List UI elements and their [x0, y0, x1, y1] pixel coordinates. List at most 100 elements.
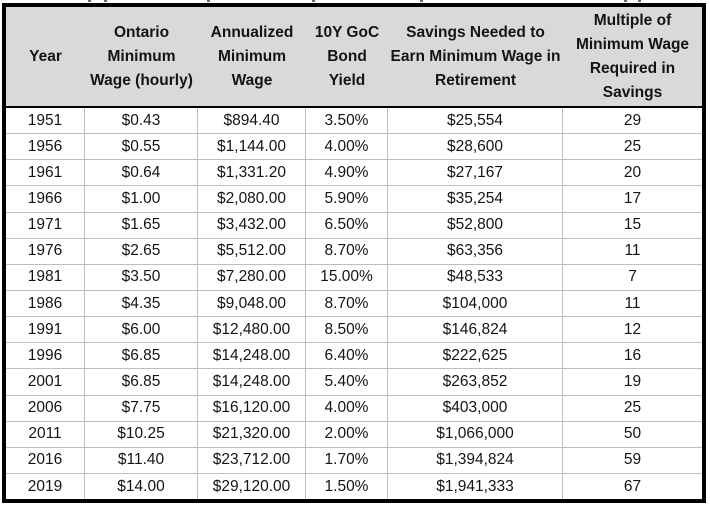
- cell[interactable]: 8.70%: [306, 238, 388, 264]
- cell[interactable]: $7,280.00: [198, 264, 306, 290]
- cell[interactable]: $263,852: [388, 369, 563, 395]
- cell[interactable]: 5.90%: [306, 186, 388, 212]
- cell[interactable]: $1,331.20: [198, 160, 306, 186]
- cell[interactable]: $11.40: [85, 447, 198, 473]
- cell[interactable]: $9,048.00: [198, 290, 306, 317]
- cell[interactable]: 2001: [6, 369, 85, 395]
- column-header[interactable]: Savings Needed to Earn Minimum Wage in R…: [390, 23, 561, 89]
- cell[interactable]: 1991: [6, 317, 85, 343]
- cell[interactable]: 1956: [6, 134, 85, 160]
- table-row: 1966 $1.00 $2,080.00 5.90% $35,254 17: [6, 186, 702, 213]
- cell[interactable]: $7.75: [85, 395, 198, 421]
- cell[interactable]: 6.50%: [306, 212, 388, 238]
- cell[interactable]: 29: [623, 111, 642, 129]
- cell[interactable]: 4.90%: [306, 160, 388, 186]
- cell[interactable]: 4.00%: [306, 134, 388, 160]
- cell[interactable]: $5,512.00: [198, 238, 306, 264]
- cell[interactable]: 59: [623, 451, 642, 469]
- cell[interactable]: $6.85: [85, 369, 198, 395]
- cell[interactable]: $3.50: [85, 264, 198, 290]
- cell[interactable]: $0.64: [85, 160, 198, 186]
- cell[interactable]: 1.50%: [306, 473, 388, 500]
- cell[interactable]: $1,144.00: [198, 134, 306, 160]
- cell[interactable]: $12,480.00: [198, 317, 306, 343]
- cell[interactable]: $14,248.00: [198, 369, 306, 395]
- cell[interactable]: $1,941,333: [388, 473, 563, 500]
- cell[interactable]: 2016: [6, 447, 85, 473]
- cell[interactable]: $1.65: [85, 212, 198, 238]
- cell[interactable]: $104,000: [388, 290, 563, 317]
- cropped-caption-remnant: [0, 0, 710, 3]
- cell[interactable]: $0.55: [85, 134, 198, 160]
- cell[interactable]: $23,712.00: [198, 447, 306, 473]
- cell[interactable]: 1996: [6, 343, 85, 369]
- cell[interactable]: 8.50%: [306, 317, 388, 343]
- column-header[interactable]: 10Y GoC Bond Yield: [314, 23, 380, 89]
- cell[interactable]: 16: [623, 346, 642, 364]
- cell[interactable]: 6.40%: [306, 343, 388, 369]
- cell[interactable]: 15.00%: [306, 264, 388, 290]
- cell[interactable]: 1986: [6, 290, 85, 317]
- column-header[interactable]: Annualized Minimum Wage: [210, 23, 294, 89]
- cell[interactable]: 17: [623, 189, 642, 207]
- cell[interactable]: $28,600: [388, 134, 563, 160]
- cell[interactable]: 67: [623, 477, 642, 495]
- cell[interactable]: $0.43: [85, 108, 198, 134]
- cell[interactable]: 20: [623, 163, 642, 181]
- cell[interactable]: $52,800: [388, 212, 563, 238]
- cell[interactable]: $63,356: [388, 238, 563, 264]
- cell[interactable]: 5.40%: [306, 369, 388, 395]
- cell[interactable]: 15: [623, 216, 642, 234]
- cell[interactable]: 2.00%: [306, 421, 388, 447]
- cell[interactable]: 8.70%: [306, 290, 388, 317]
- cell[interactable]: 4.00%: [306, 395, 388, 421]
- cell[interactable]: 11: [624, 294, 641, 312]
- cell[interactable]: 25: [623, 399, 642, 417]
- cell[interactable]: $6.85: [85, 343, 198, 369]
- cell[interactable]: $6.00: [85, 317, 198, 343]
- table-row: 1981 $3.50 $7,280.00 15.00% $48,533 7: [6, 264, 702, 291]
- column-header[interactable]: Multiple of Minimum Wage Required in Sav…: [575, 11, 690, 101]
- cell[interactable]: 1966: [6, 186, 85, 212]
- cell[interactable]: 1981: [6, 264, 85, 290]
- cell[interactable]: 25: [623, 137, 642, 155]
- cell[interactable]: $146,824: [388, 317, 563, 343]
- cell[interactable]: 1976: [6, 238, 85, 264]
- column-header[interactable]: Ontario Minimum Wage (hourly): [90, 23, 193, 89]
- cell[interactable]: 1951: [6, 108, 85, 134]
- cell[interactable]: 3.50%: [306, 108, 388, 134]
- cell[interactable]: 2011: [6, 421, 85, 447]
- cell[interactable]: 7: [628, 268, 637, 286]
- cell[interactable]: 19: [623, 372, 642, 390]
- cell[interactable]: $3,432.00: [198, 212, 306, 238]
- cell[interactable]: 50: [623, 425, 642, 443]
- cell[interactable]: $14.00: [85, 473, 198, 500]
- cell[interactable]: 12: [623, 320, 642, 338]
- cell[interactable]: $222,625: [388, 343, 563, 369]
- cell[interactable]: $21,320.00: [198, 421, 306, 447]
- column-header[interactable]: Year: [29, 47, 62, 65]
- cell[interactable]: $403,000: [388, 395, 563, 421]
- cell[interactable]: $894.40: [198, 108, 306, 134]
- table-body: 1951 $0.43 $894.40 3.50% $25,554 29 1956 $0.55 $…: [6, 108, 702, 500]
- cell[interactable]: $1,066,000: [388, 421, 563, 447]
- cell[interactable]: 2006: [6, 395, 85, 421]
- cell[interactable]: $4.35: [85, 290, 198, 317]
- cell[interactable]: 2019: [6, 473, 85, 500]
- cell[interactable]: $29,120.00: [198, 473, 306, 500]
- cell[interactable]: 1971: [6, 212, 85, 238]
- cell[interactable]: $10.25: [85, 421, 198, 447]
- cell[interactable]: $2.65: [85, 238, 198, 264]
- cell[interactable]: $35,254: [388, 186, 563, 212]
- cell[interactable]: $16,120.00: [198, 395, 306, 421]
- cell[interactable]: $14,248.00: [198, 343, 306, 369]
- cell[interactable]: $48,533: [388, 264, 563, 290]
- cell[interactable]: 11: [624, 242, 641, 260]
- cell[interactable]: 1.70%: [306, 447, 388, 473]
- cell[interactable]: $2,080.00: [198, 186, 306, 212]
- cell[interactable]: $1,394,824: [388, 447, 563, 473]
- cell[interactable]: $1.00: [85, 186, 198, 212]
- cell[interactable]: 1961: [6, 160, 85, 186]
- cell[interactable]: $25,554: [388, 108, 563, 134]
- cell[interactable]: $27,167: [388, 160, 563, 186]
